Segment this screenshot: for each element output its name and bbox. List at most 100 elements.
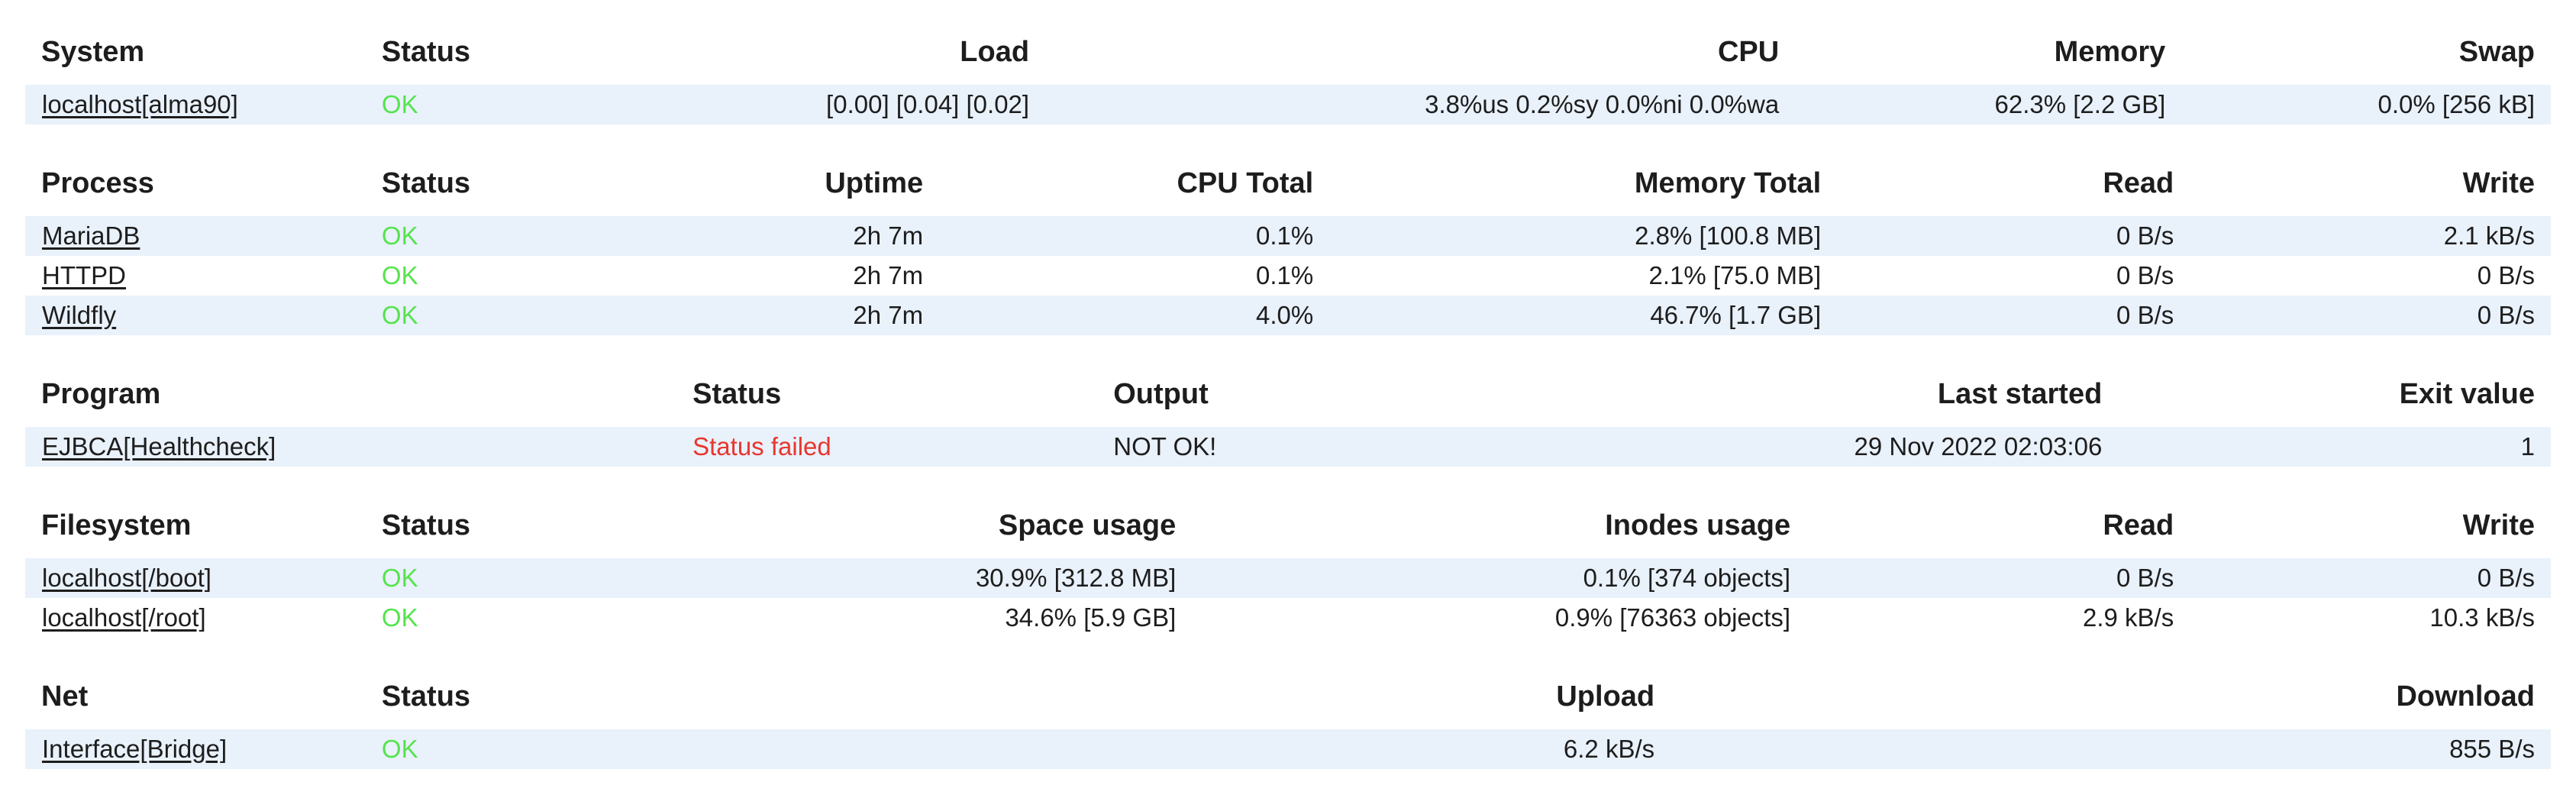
system-cell-memory: 62.3% [2.2 GB]	[1795, 85, 2182, 124]
program-cell-last-started: 29 Nov 2022 02:03:06	[1527, 427, 2119, 467]
process-header-memory-total: Memory Total	[1634, 167, 1822, 199]
process-row-mariadb: MariaDB OK 2h 7m 0.1% 2.8% [100.8 MB] 0 B/s 2.…	[25, 216, 2551, 256]
process-header-row: Process Status Uptime CPU Total Memory Total…	[25, 167, 2551, 216]
net-header-row: Net Status Upload Download	[25, 680, 2551, 729]
process-status-cell: OK	[366, 256, 611, 296]
program-table: Program Status Output Last started Exit valu…	[25, 378, 2551, 467]
filesystem-cell-inodes-usage: 0.9% [76363 objects]	[1554, 603, 1791, 632]
program-cell-exit-value: 1	[2118, 427, 2551, 467]
filesystem-service-link-localhost-root[interactable]: localhost[/root]	[42, 603, 206, 632]
filesystem-service-link-localhost-boot[interactable]: localhost[/boot]	[42, 564, 211, 592]
system-service-link-localhost-alma90[interactable]: localhost[alma90]	[42, 90, 238, 118]
filesystem-status-cell: OK	[366, 598, 611, 638]
filesystem-row-localhost-root: localhost[/root] OK 34.6% [5.9 GB] 0.9% [76…	[25, 598, 2551, 638]
filesystem-name-cell: localhost[/boot]	[25, 558, 366, 598]
net-cell-download: 855 B/s	[1671, 729, 2551, 769]
filesystem-cell-write: 10.3 kB/s	[2429, 603, 2535, 632]
net-row-interface-bridge: Interface[Bridge] OK 6.2 kB/s 855 B/s	[25, 729, 2551, 769]
process-header-process: Process	[41, 167, 154, 199]
process-cell-write: 2.1 kB/s	[2190, 216, 2551, 256]
process-row-wildfly: Wildfly OK 2h 7m 4.0% 46.7% [1.7 GB] 0 B/s 0 B…	[25, 296, 2551, 335]
process-service-link-mariadb[interactable]: MariaDB	[42, 221, 140, 250]
process-name-cell: Wildfly	[25, 296, 366, 335]
status-text-ok: OK	[381, 603, 418, 632]
process-cell-read: 0 B/s	[1837, 296, 2190, 335]
filesystem-cell-write: 0 B/s	[2190, 558, 2551, 598]
net-table: Net Status Upload Download Interface[Bridge]…	[25, 680, 2551, 769]
filesystem-header-row: Filesystem Status Space usage Inodes usage R…	[25, 509, 2551, 558]
program-header-exit-value: Exit value	[2399, 378, 2535, 410]
process-row-httpd: HTTPD OK 2h 7m 0.1% 2.1% [75.0 MB] 0 B/s 0 B/s	[25, 256, 2551, 296]
program-header-last-started: Last started	[1937, 378, 2103, 410]
net-header-download: Download	[2396, 680, 2535, 713]
process-cell-read: 0 B/s	[1837, 216, 2190, 256]
process-cell-uptime: 2h 7m	[611, 296, 940, 335]
program-row-ejbca-healthcheck: EJBCA[Healthcheck] Status failed NOT OK! 29…	[25, 427, 2551, 467]
system-name-cell: localhost[alma90]	[25, 85, 366, 124]
filesystem-header-write: Write	[2462, 509, 2535, 541]
process-status-cell: OK	[365, 216, 612, 256]
process-cell-read: 0 B/s	[2116, 261, 2174, 289]
filesystem-cell-read: 2.9 kB/s	[2083, 603, 2174, 632]
program-name-cell: EJBCA[Healthcheck]	[25, 427, 677, 467]
process-name-cell: HTTPD	[25, 256, 366, 296]
process-cell-cpu-total: 0.1%	[939, 216, 1330, 256]
process-name-cell: MariaDB	[25, 216, 366, 256]
service-tables-container: System Status Load CPU Memory Swap localhost[a…	[25, 36, 2551, 769]
system-header-load: Load	[960, 36, 1030, 68]
program-header-row: Program Status Output Last started Exit valu…	[25, 378, 2551, 427]
system-header-row: System Status Load CPU Memory Swap	[25, 36, 2551, 85]
system-table: System Status Load CPU Memory Swap localhost[a…	[25, 36, 2551, 124]
system-header-memory: Memory	[2054, 36, 2166, 68]
status-text-ok: OK	[381, 221, 418, 250]
program-cell-output: NOT OK!	[1097, 427, 1528, 467]
net-header-net: Net	[41, 680, 89, 713]
program-header-program: Program	[41, 378, 161, 410]
net-header-status: Status	[381, 680, 471, 713]
program-header-status: Status	[692, 378, 782, 410]
status-text-ok: OK	[381, 564, 418, 592]
process-cell-cpu-total: 0.1%	[1256, 261, 1314, 289]
system-cell-swap: 0.0% [256 kB]	[2181, 85, 2551, 124]
status-text-ok: OK	[381, 301, 418, 329]
filesystem-cell-read: 0 B/s	[1806, 558, 2190, 598]
status-text-failed: Status failed	[692, 432, 831, 461]
process-header-read: Read	[2103, 167, 2174, 199]
process-header-write: Write	[2462, 167, 2535, 199]
process-status-cell: OK	[365, 296, 612, 335]
filesystem-name-cell: localhost[/root]	[25, 598, 366, 638]
net-cell-upload: 6.2 kB/s	[611, 729, 1671, 769]
status-text-ok: OK	[381, 90, 418, 118]
system-cell-cpu: 3.8%us 0.2%sy 0.0%ni 0.0%wa	[1045, 85, 1796, 124]
system-status-cell: OK	[365, 85, 612, 124]
net-header-upload: Upload	[1556, 680, 1655, 713]
process-service-link-httpd[interactable]: HTTPD	[42, 261, 126, 289]
process-service-link-wildfly[interactable]: Wildfly	[42, 301, 117, 329]
filesystem-header-space-usage: Space usage	[998, 509, 1177, 541]
system-cell-load: [0.00] [0.04] [0.02]	[611, 85, 1046, 124]
process-cell-uptime: 2h 7m	[611, 216, 940, 256]
process-cell-write: 0 B/s	[2477, 261, 2535, 289]
filesystem-header-status: Status	[381, 509, 471, 541]
net-name-cell: Interface[Bridge]	[25, 729, 366, 769]
program-service-link-ejbca-healthcheck[interactable]: EJBCA[Healthcheck]	[42, 432, 276, 461]
filesystem-cell-inodes-usage: 0.1% [374 objects]	[1192, 558, 1807, 598]
filesystem-header-filesystem: Filesystem	[41, 509, 192, 541]
process-cell-memory-total: 46.7% [1.7 GB]	[1329, 296, 1838, 335]
filesystem-header-inodes-usage: Inodes usage	[1605, 509, 1791, 541]
process-cell-cpu-total: 4.0%	[939, 296, 1330, 335]
process-cell-write: 0 B/s	[2190, 296, 2551, 335]
filesystem-header-read: Read	[2103, 509, 2174, 541]
filesystem-row-localhost-boot: localhost[/boot] OK 30.9% [312.8 MB] 0.1% […	[25, 558, 2551, 598]
system-header-cpu: CPU	[1717, 36, 1780, 68]
net-service-link-interface-bridge[interactable]: Interface[Bridge]	[42, 735, 228, 763]
system-header-swap: Swap	[2458, 36, 2535, 68]
system-header-system: System	[41, 36, 145, 68]
process-header-cpu-total: CPU Total	[1177, 167, 1314, 199]
process-header-status: Status	[381, 167, 471, 199]
process-cell-memory-total: 2.1% [75.0 MB]	[1648, 261, 1822, 289]
status-text-ok: OK	[381, 261, 418, 289]
process-table: Process Status Uptime CPU Total Memory Total…	[25, 167, 2551, 335]
program-status-cell: Status failed	[676, 427, 1098, 467]
